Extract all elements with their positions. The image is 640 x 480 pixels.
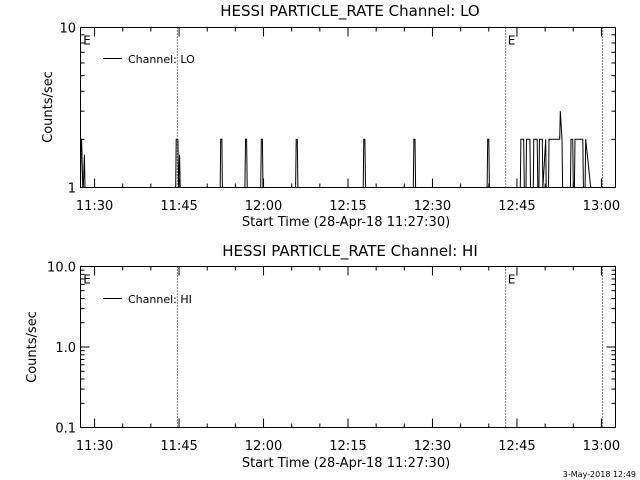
x-tick-label: 12:00	[245, 199, 282, 214]
legend-label: Channel: HI	[128, 293, 192, 306]
event-marker: E	[508, 273, 516, 287]
x-axis: 11:30 11:45 12:00 12:15 12:30 12:45 13:00	[76, 27, 620, 214]
x-tick-label: 12:45	[498, 439, 535, 454]
x-tick-label: 12:15	[329, 199, 366, 214]
y-tick-label: 0.1	[55, 422, 76, 437]
chart-title: HESSI PARTICLE_RATE Channel: LO	[220, 2, 479, 21]
y-tick-label: 10	[59, 22, 76, 37]
footer-date: 3-May-2018 12:49	[563, 470, 636, 479]
series-lines	[80, 111, 592, 188]
y-axis-label: Counts/sec	[41, 71, 56, 143]
y-tick-label: 1	[68, 182, 76, 197]
y-axis: 0.1 1.0 10.0	[47, 261, 616, 437]
x-axis-label: Start Time (28-Apr-18 11:27:30)	[242, 215, 450, 230]
panel-channel-lo: HESSI PARTICLE_RATE Channel: LO 11:30 11:…	[41, 2, 620, 230]
x-axis-label: Start Time (28-Apr-18 11:27:30)	[242, 456, 450, 471]
panel-channel-hi: HESSI PARTICLE_RATE Channel: HI 11:30 11:…	[25, 242, 620, 471]
x-tick-label: 12:15	[329, 439, 366, 454]
legend-label: Channel: LO	[128, 53, 195, 66]
x-axis: 11:30 11:45 12:00 12:15 12:30 12:45 13:00	[76, 266, 620, 454]
event-marker: E	[508, 34, 516, 48]
x-tick-label: 13:00	[583, 439, 620, 454]
x-tick-label: 13:00	[583, 199, 620, 214]
plot-frame	[80, 266, 616, 428]
chart-title: HESSI PARTICLE_RATE Channel: HI	[222, 242, 478, 261]
y-tick-label: 10.0	[47, 261, 76, 276]
y-tick-label: 1.0	[55, 341, 76, 356]
x-tick-label: 11:45	[160, 439, 197, 454]
y-axis-label: Counts/sec	[25, 311, 40, 383]
event-lines	[176, 266, 604, 428]
event-marker: E	[83, 273, 91, 287]
series-line	[80, 111, 592, 188]
y-axis: 1 10	[59, 22, 616, 197]
x-tick-label: 12:30	[414, 199, 451, 214]
x-tick-label: 12:45	[498, 199, 535, 214]
x-tick-label: 12:30	[414, 439, 451, 454]
plot-frame	[80, 27, 616, 188]
x-tick-label: 11:30	[76, 439, 113, 454]
x-tick-label: 11:45	[160, 199, 197, 214]
x-tick-label: 12:00	[245, 439, 282, 454]
x-tick-label: 11:30	[76, 199, 113, 214]
event-marker: E	[83, 34, 91, 48]
